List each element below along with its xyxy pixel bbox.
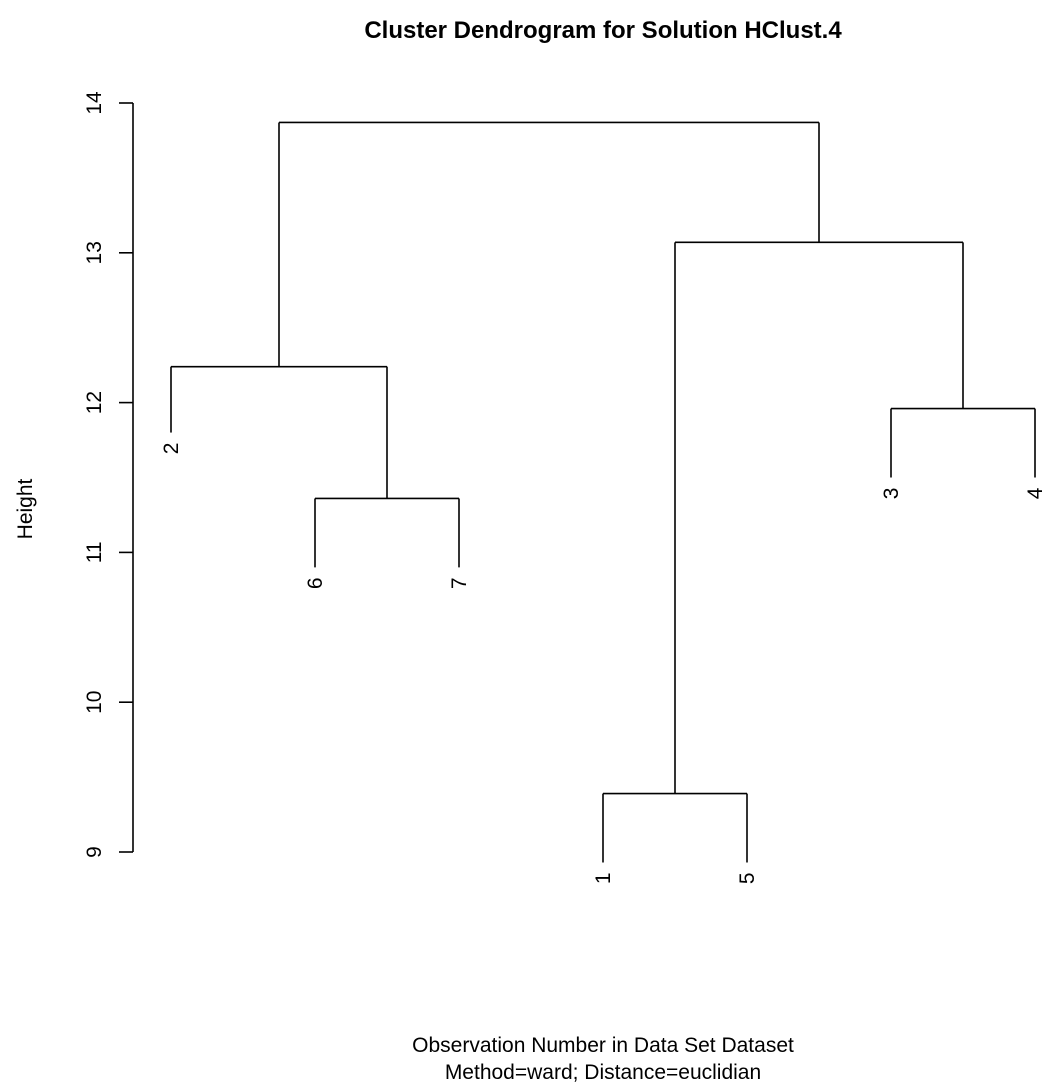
y-tick-label: 14 (83, 91, 106, 115)
leaf-label-7: 7 (448, 577, 471, 589)
y-tick-label: 13 (83, 241, 106, 264)
dendrogram-tree (170, 121, 1036, 863)
y-tick-label: 9 (83, 846, 106, 858)
leaf-label-4: 4 (1024, 487, 1043, 499)
chart-subtitle: Method=ward; Distance=euclidian (445, 1061, 761, 1084)
y-tick-label: 11 (83, 541, 106, 563)
y-axis: 9 10 11 12 13 14 (83, 91, 134, 858)
x-axis-label: Observation Number in Data Set Dataset (412, 1034, 794, 1057)
leaf-label-5: 5 (736, 872, 759, 884)
leaf-label-3: 3 (880, 488, 903, 500)
leaf-label-6: 6 (304, 577, 327, 589)
leaf-label-1: 1 (592, 872, 615, 884)
y-tick-label: 10 (83, 691, 106, 714)
chart-title: Cluster Dendrogram for Solution HClust.4 (364, 17, 842, 44)
y-tick-label: 12 (83, 391, 106, 414)
y-axis-label: Height (14, 478, 37, 539)
leaf-label-2: 2 (160, 443, 183, 455)
leaf-labels: 2 6 7 1 5 3 4 (160, 443, 1043, 885)
